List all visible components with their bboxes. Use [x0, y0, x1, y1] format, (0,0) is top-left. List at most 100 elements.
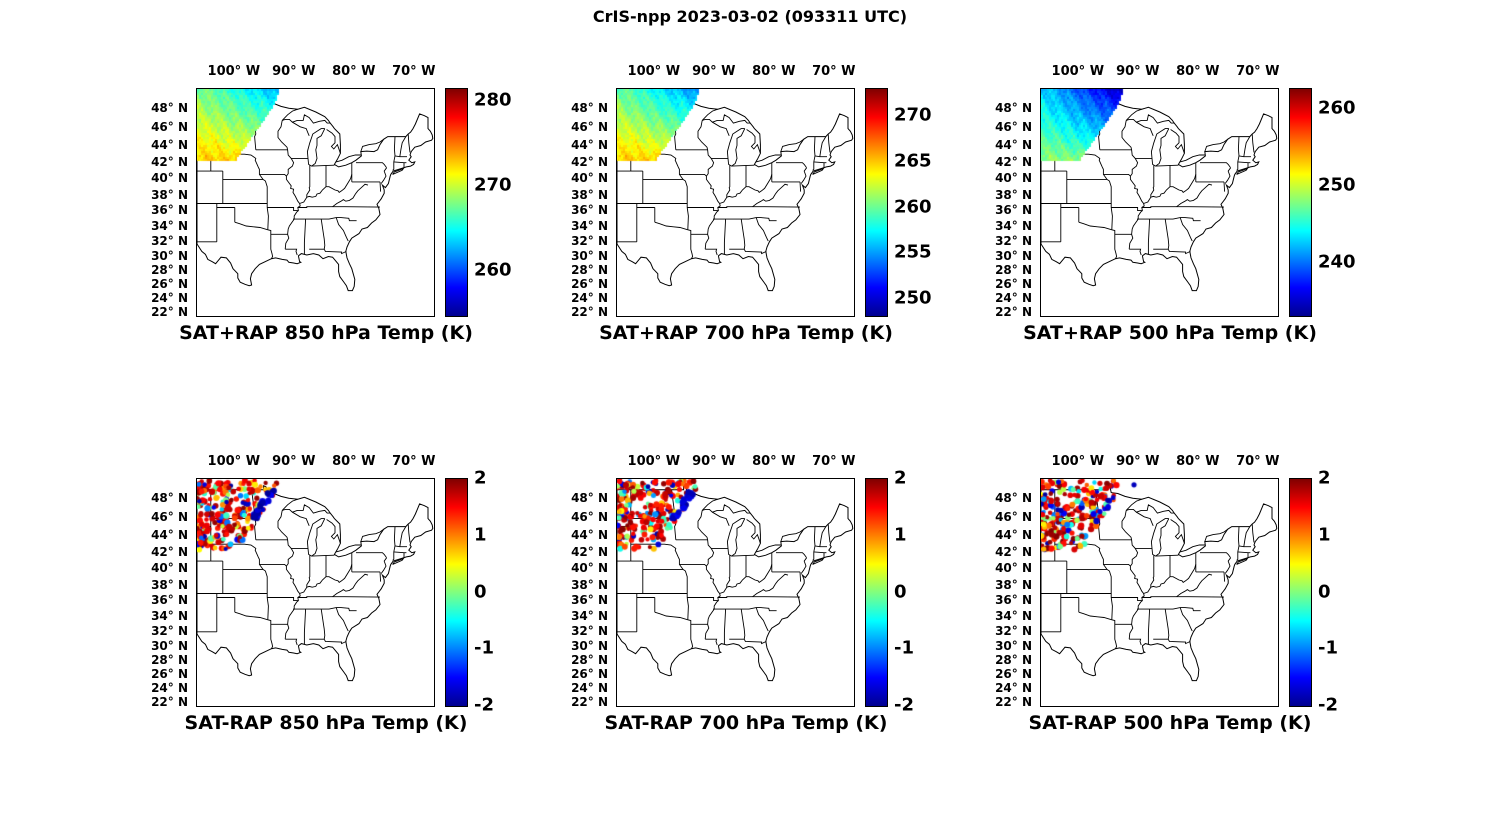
y-tick-label: 32° N: [571, 623, 608, 638]
y-tick-label: 40° N: [571, 561, 608, 576]
colorbar-tick-label: 2: [894, 467, 907, 489]
y-tick-label: 24° N: [571, 680, 608, 695]
y-tick-label: 44° N: [571, 527, 608, 542]
y-tick-label: 22° N: [995, 694, 1032, 709]
y-tick-label: 34° N: [151, 218, 188, 233]
y-tick-label: 42° N: [995, 154, 1032, 169]
retrieval-swath: [197, 89, 434, 316]
y-axis-ticks: 48° N 46° N 44° N 42° N 40° N 38° N 36° N 34° N…: [126, 88, 192, 318]
colorbar-tick-label: 250: [894, 287, 932, 309]
y-tick-label: 46° N: [571, 119, 608, 134]
y-tick-label: 32° N: [151, 233, 188, 248]
y-tick-label: 22° N: [995, 304, 1032, 319]
y-tick-label: 28° N: [151, 262, 188, 277]
x-axis-ticks: 100° W 90° W 80° W 70° W: [1040, 452, 1280, 474]
x-tick-label: 100° W: [627, 64, 681, 79]
retrieval-swath: [1041, 89, 1278, 316]
y-tick-label: 40° N: [151, 171, 188, 186]
x-tick-label: 90° W: [272, 454, 316, 469]
x-tick-label: 80° W: [332, 454, 376, 469]
colorbar-tick-labels: 250 255 260 265 270: [894, 88, 950, 315]
y-tick-label: 30° N: [571, 638, 608, 653]
map-frame: [196, 478, 435, 707]
y-tick-label: 36° N: [571, 203, 608, 218]
y-tick-label: 48° N: [995, 491, 1032, 506]
colorbar-tick-labels: -2 -1 0 1 2: [1318, 468, 1374, 716]
colorbar-tick-label: 1: [474, 524, 487, 546]
panel-sat-minus-rap-500: 100° W 90° W 80° W 70° W 48° N 46° N 44° N 42°…: [970, 450, 1374, 750]
colorbar-tick-label: 240: [1318, 251, 1356, 273]
x-axis-ticks: 100° W 90° W 80° W 70° W: [196, 62, 436, 84]
y-tick-label: 38° N: [995, 187, 1032, 202]
colorbar-tick-label: 0: [1318, 581, 1331, 602]
colorbar-tick-label: 265: [894, 150, 932, 172]
y-tick-label: 38° N: [151, 187, 188, 202]
y-tick-label: 48° N: [995, 101, 1032, 116]
y-tick-label: 44° N: [995, 527, 1032, 542]
colorbar-tick-label: 1: [1318, 524, 1331, 546]
y-tick-label: 38° N: [995, 577, 1032, 592]
y-tick-label: 26° N: [151, 667, 188, 681]
y-tick-label: 22° N: [151, 694, 188, 709]
y-axis-ticks: 48° N 46° N 44° N 42° N 40° N 38° N 36° N 34° N…: [546, 88, 612, 318]
x-tick-label: 90° W: [692, 64, 736, 79]
map-frame: [616, 478, 855, 707]
y-axis-ticks: 48° N 46° N 44° N 42° N 40° N 38° N 36° N 34° N…: [126, 478, 192, 708]
colorbar-tick-label: -2: [894, 694, 914, 716]
colorbar-tick-labels: -2 -1 0 1 2: [894, 468, 950, 716]
figure-title: CrIS-npp 2023-03-02 (093311 UTC): [592, 7, 908, 26]
colorbar-tick-label: -1: [474, 637, 494, 659]
panel-title: SAT-RAP 500 hPa Temp (K): [1028, 712, 1312, 734]
colorbar-gradient: [1289, 478, 1312, 707]
retrieval-swath: [617, 89, 854, 316]
difference-dots: [1041, 479, 1278, 706]
y-tick-label: 48° N: [151, 101, 188, 116]
y-tick-label: 46° N: [151, 119, 188, 134]
x-tick-label: 100° W: [1051, 454, 1105, 469]
y-tick-label: 28° N: [995, 262, 1032, 277]
y-tick-label: 32° N: [571, 233, 608, 248]
y-tick-label: 34° N: [571, 608, 608, 623]
y-tick-label: 32° N: [995, 623, 1032, 638]
colorbar-tick-labels: 240 250 260: [1318, 88, 1374, 315]
panel-title: SAT-RAP 700 hPa Temp (K): [604, 712, 888, 734]
panel-title: SAT+RAP 850 hPa Temp (K): [179, 322, 473, 344]
y-tick-label: 40° N: [995, 561, 1032, 576]
y-tick-label: 26° N: [995, 277, 1032, 291]
y-tick-label: 40° N: [151, 561, 188, 576]
y-tick-label: 42° N: [571, 544, 608, 559]
y-tick-label: 40° N: [995, 171, 1032, 186]
x-tick-label: 90° W: [1116, 64, 1160, 79]
y-tick-label: 44° N: [151, 527, 188, 542]
colorbar-gradient: [865, 478, 888, 707]
map-frame: [1040, 88, 1279, 317]
colorbar-tick-label: 270: [474, 174, 512, 196]
x-tick-label: 80° W: [332, 64, 376, 79]
y-tick-label: 46° N: [995, 509, 1032, 524]
y-tick-label: 46° N: [571, 509, 608, 524]
y-tick-label: 28° N: [151, 652, 188, 667]
y-tick-label: 28° N: [571, 262, 608, 277]
y-tick-label: 38° N: [151, 577, 188, 592]
y-tick-label: 30° N: [995, 248, 1032, 263]
panel-sat-plus-rap-850: 100° W 90° W 80° W 70° W 48° N 46° N 44° N 42°…: [126, 60, 530, 360]
colorbar-tick-label: -2: [474, 694, 494, 716]
y-tick-label: 24° N: [995, 680, 1032, 695]
y-axis-ticks: 48° N 46° N 44° N 42° N 40° N 38° N 36° N 34° N…: [546, 478, 612, 708]
colorbar-tick-label: 260: [474, 259, 512, 281]
colorbar-gradient: [1289, 88, 1312, 317]
x-tick-label: 80° W: [1176, 454, 1220, 469]
y-axis-ticks: 48° N 46° N 44° N 42° N 40° N 38° N 36° N 34° N…: [970, 88, 1036, 318]
y-tick-label: 44° N: [995, 137, 1032, 152]
y-tick-label: 32° N: [151, 623, 188, 638]
map-frame: [1040, 478, 1279, 707]
y-tick-label: 42° N: [151, 154, 188, 169]
x-tick-label: 70° W: [812, 64, 856, 79]
y-tick-label: 22° N: [151, 304, 188, 319]
difference-dots: [617, 479, 854, 706]
colorbar-gradient: [445, 478, 468, 707]
y-tick-label: 22° N: [571, 304, 608, 319]
y-tick-label: 30° N: [995, 638, 1032, 653]
colorbar-tick-label: 250: [1318, 174, 1356, 196]
panel-title: SAT+RAP 700 hPa Temp (K): [599, 322, 893, 344]
